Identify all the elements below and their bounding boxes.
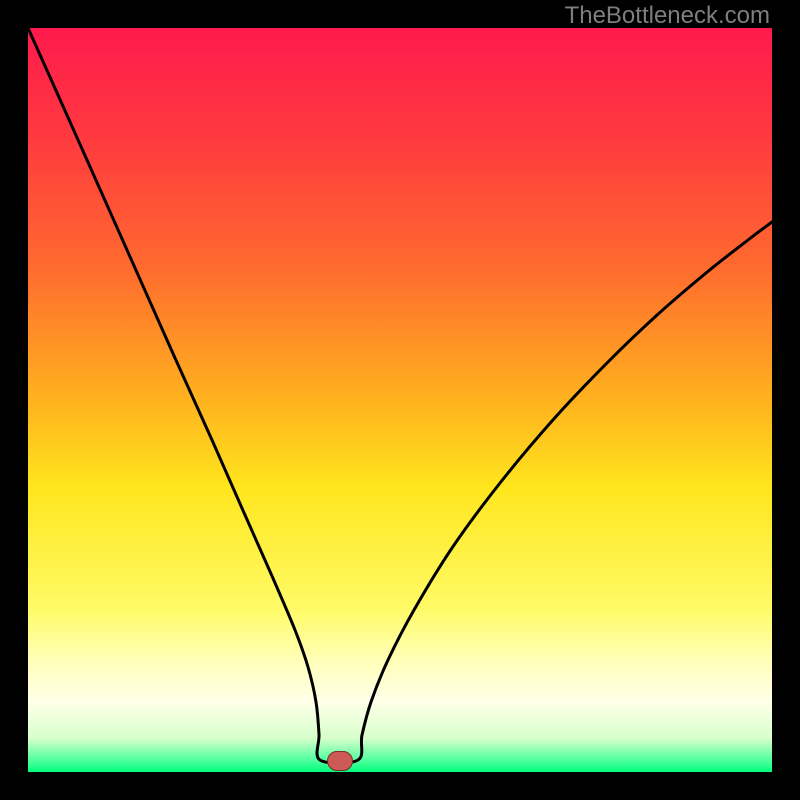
watermark-text: TheBottleneck.com <box>565 2 770 30</box>
bottleneck-curve <box>0 0 800 800</box>
chart-frame: TheBottleneck.com <box>0 0 800 800</box>
curve-path <box>28 28 772 763</box>
optimal-point-marker <box>327 751 353 771</box>
